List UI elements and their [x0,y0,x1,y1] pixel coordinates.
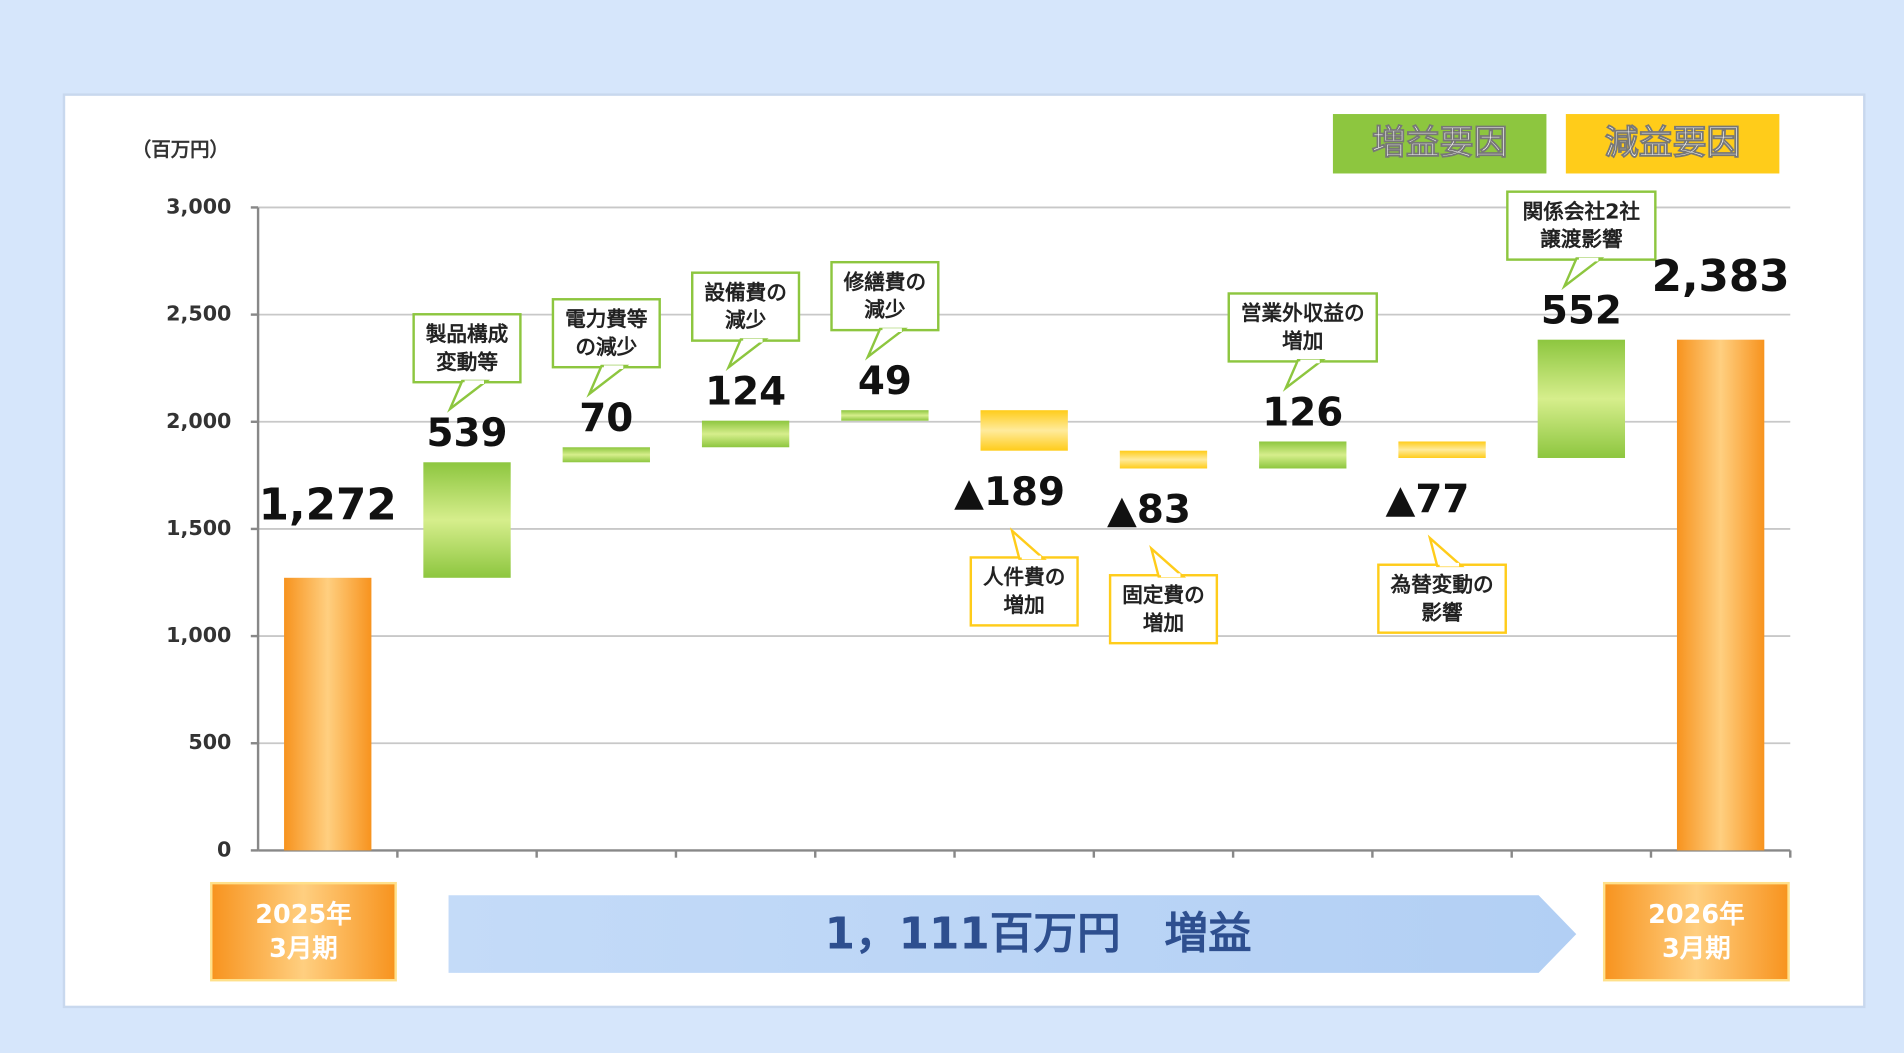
increase-bar [841,410,929,421]
callout [1506,190,1657,291]
legend-label: 増益要因 [1372,123,1508,163]
category-line: 増加 [1004,593,1045,617]
category-line: の減少 [575,335,637,359]
value-label: ▲83 [1107,488,1191,533]
value-label: 70 [579,396,633,441]
y-tick-label: 1,500 [166,516,231,540]
increase-bar [1537,339,1626,458]
legend-label: 減益要因 [1605,123,1741,163]
category-label: 修繕費の減少 [843,270,926,322]
category-line: 譲渡影響 [1540,227,1623,251]
category-label: 製品構成変動等 [426,322,509,374]
category-line: 営業外収益の [1241,301,1365,325]
y-tick-label: 2,500 [166,302,231,326]
category-line: 修繕費の [843,270,926,294]
category-line: 変動等 [436,350,498,374]
callout-box [969,556,1079,627]
category-line: 増加 [1282,329,1323,353]
total-bar [284,577,372,851]
y-tick-label: 3,000 [166,194,231,218]
category-line: 減少 [725,308,767,332]
category-label: 為替変動の影響 [1391,572,1494,624]
category-line: 為替変動の [1391,572,1494,596]
value-label: 124 [705,370,786,415]
category-line: 設備費の [704,280,786,304]
total-bar [1676,339,1765,851]
category-label: 関係会社2社譲渡影響 [1523,199,1641,251]
category-line: 2026年 [1648,900,1744,930]
category-label: 人件費の増加 [983,565,1065,617]
category-line: 電力費等 [565,307,648,331]
callout-box [1227,292,1378,363]
value-label: ▲77 [1386,477,1470,522]
banner-text: 1，111百万円 増益 [825,909,1252,960]
increase-bar [1259,441,1347,469]
y-tick-label: 0 [217,837,231,861]
category-line: 3月期 [1662,934,1731,964]
y-tick-label: 500 [188,730,231,754]
callout [969,527,1079,627]
legend-swatch [1565,114,1780,174]
category-line: 製品構成 [426,322,509,346]
value-label: ▲189 [954,470,1065,515]
unit-label: （百万円） [132,138,229,161]
callout-box [691,271,801,342]
period-box [1602,881,1790,982]
category-label: 2026年 3月期 [1648,900,1744,964]
callout [1227,292,1378,392]
increase-bar [423,462,511,578]
category-line: 減少 [864,298,906,322]
value-label: 1,272 [259,479,397,530]
banner-arrow [446,892,1580,976]
value-label: 49 [858,359,912,404]
legend-swatch [1332,114,1547,174]
callout-box [830,260,940,332]
increase-bar [701,420,790,448]
increase-bar [562,447,650,463]
category-line: 影響 [1421,600,1463,624]
callout-box [551,298,661,369]
callout [1108,545,1219,645]
value-label: 126 [1262,390,1343,435]
callout [691,271,801,372]
value-label: 539 [427,411,508,456]
category-line: 関係会社2社 [1523,199,1641,223]
category-line: 2025年 [255,900,351,930]
decrease-bar [980,410,1068,451]
category-line: 増加 [1143,611,1184,635]
y-tick-label: 1,000 [166,623,231,647]
value-label: 552 [1541,288,1622,333]
period-box [210,881,397,982]
callout [830,260,940,361]
category-line: 固定費の [1122,583,1204,607]
category-label: 固定費の増加 [1122,583,1204,635]
category-label: 設備費の減少 [704,280,786,332]
y-tick-label: 2,000 [166,409,231,433]
decrease-bar [1398,441,1486,458]
category-line: 人件費の [983,565,1065,589]
value-label: 2,383 [1652,251,1790,302]
callout [551,298,661,398]
callout [1377,534,1507,634]
decrease-bar [1119,450,1208,469]
callout-box [1377,563,1507,634]
category-line: 3月期 [269,934,338,964]
callout [412,313,522,413]
category-label: 営業外収益の増加 [1241,301,1365,353]
category-label: 2025年 3月期 [255,900,351,964]
category-label: 電力費等の減少 [565,307,648,359]
